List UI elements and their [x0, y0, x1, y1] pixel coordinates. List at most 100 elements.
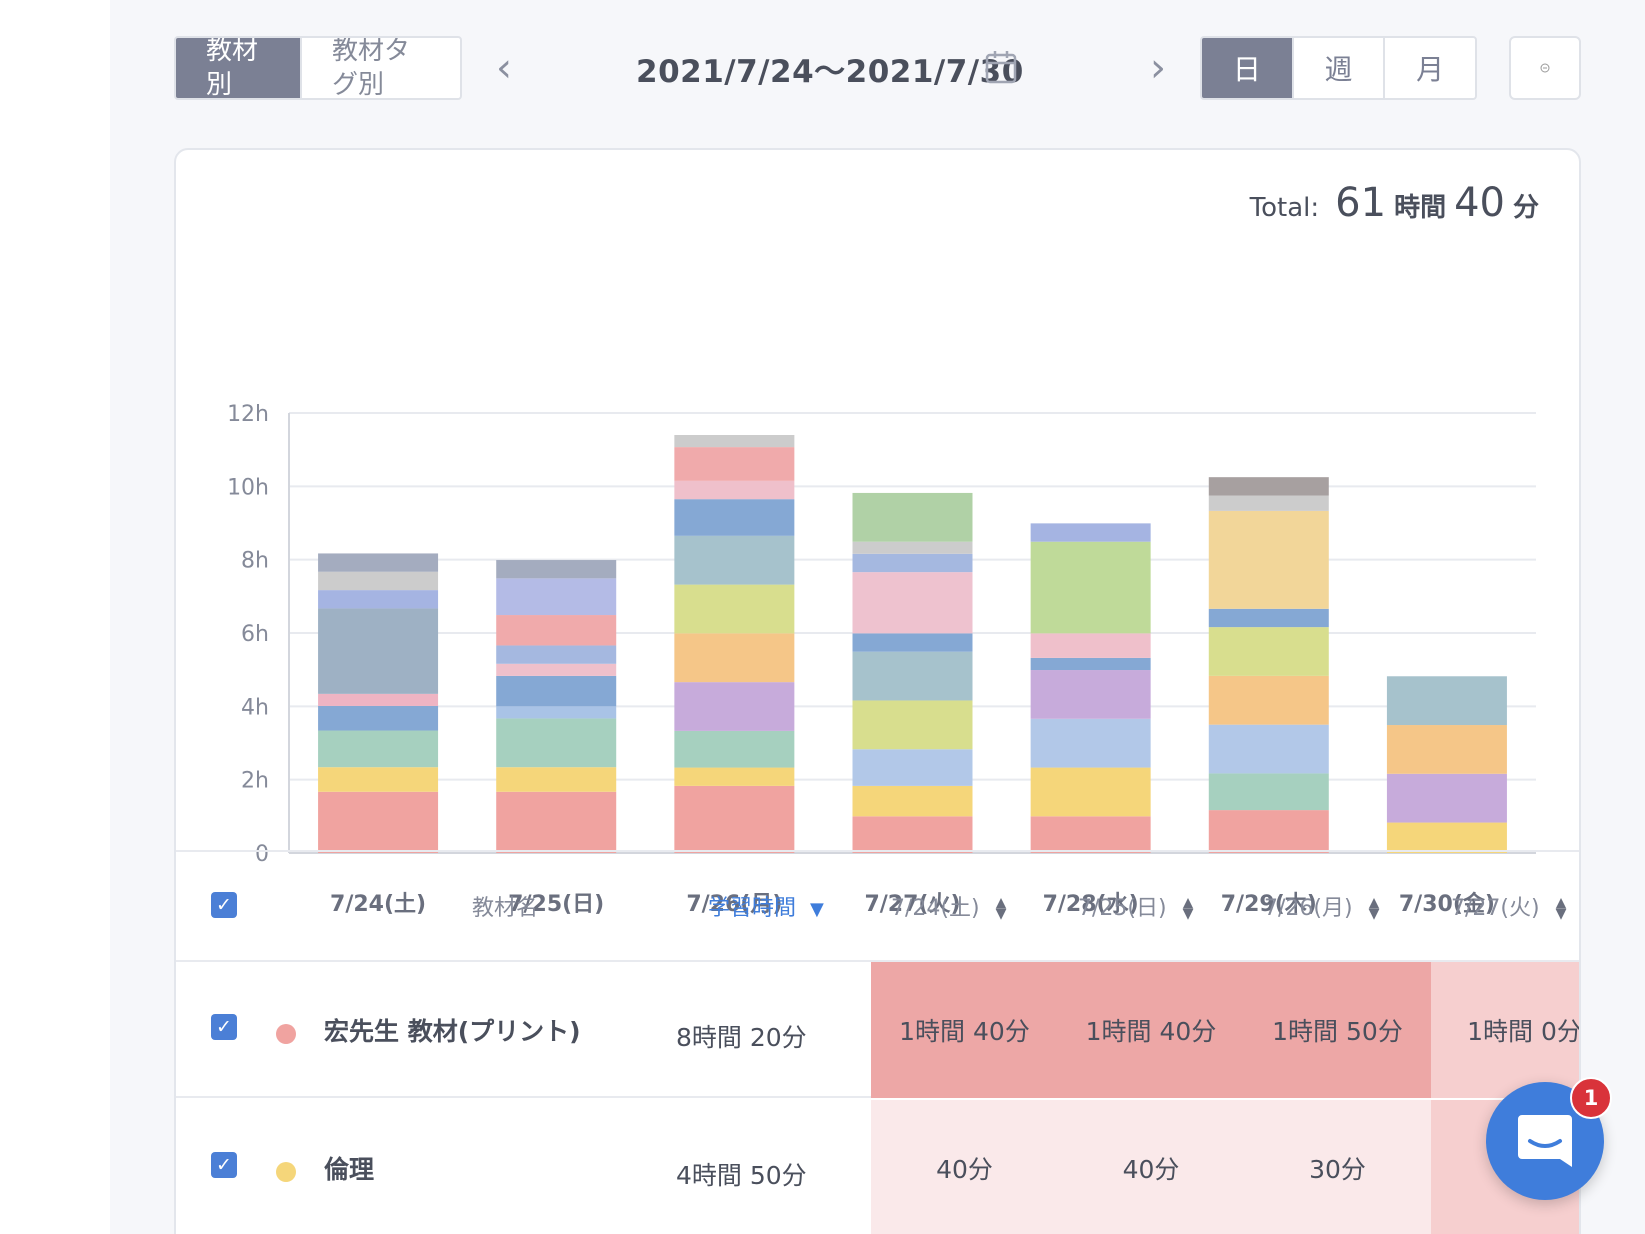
bar-segment[interactable]	[496, 706, 617, 719]
settings-button[interactable]	[1509, 36, 1581, 100]
bar-segment[interactable]	[496, 615, 617, 646]
select-all-checkbox[interactable]: ✓	[211, 892, 237, 918]
circle-minus-icon	[1540, 63, 1550, 73]
bar-segment[interactable]	[852, 749, 973, 786]
day-button[interactable]: 日	[1202, 38, 1292, 98]
y-tick-label: 6h	[241, 622, 269, 647]
bar-segment[interactable]	[1030, 523, 1151, 542]
bar-segment[interactable]	[674, 535, 795, 585]
bar-segment[interactable]	[318, 705, 439, 731]
bar-segment[interactable]	[318, 730, 439, 768]
bar-segment[interactable]	[852, 785, 973, 817]
bar-segment[interactable]	[1030, 541, 1151, 634]
bar-segment[interactable]	[496, 767, 617, 792]
bar-segment[interactable]	[318, 590, 439, 609]
bar-segment[interactable]	[852, 541, 973, 554]
bar-segment[interactable]	[496, 560, 617, 579]
calendar-icon[interactable]	[985, 50, 1017, 84]
bar-segment[interactable]	[1030, 767, 1151, 817]
bar-segment[interactable]	[496, 578, 617, 616]
view-toggle: 教材別 教材タグ別	[174, 36, 462, 100]
bar-segment[interactable]	[496, 718, 617, 768]
header-day-3[interactable]: 7/26(月) ▲ ▼	[1264, 895, 1380, 922]
bar-segment[interactable]	[674, 499, 795, 536]
bar-segment[interactable]	[852, 553, 973, 573]
bar-segment[interactable]	[1030, 670, 1151, 719]
prev-period-button[interactable]: ‹	[496, 45, 512, 91]
x-tick-label: 7/29(木)	[1221, 892, 1317, 917]
total-summary: Total: 61 時間 40 分	[1250, 180, 1539, 226]
bar-segment[interactable]	[1208, 495, 1329, 511]
bar-segment[interactable]	[1386, 773, 1507, 823]
by-material-button[interactable]: 教材別	[176, 38, 300, 98]
table-row: 40分 40分 30分 3 ✓ 倫理 4時間 50分	[176, 1100, 1579, 1234]
bar-segment[interactable]	[1208, 627, 1329, 676]
row-checkbox[interactable]: ✓	[211, 1152, 237, 1178]
bar-segment[interactable]	[674, 584, 795, 634]
row-checkbox[interactable]: ✓	[211, 1014, 237, 1040]
header-day-4[interactable]: 7/27(火) ▲ ▼	[1451, 895, 1567, 922]
bar-segment[interactable]	[674, 633, 795, 683]
bar-segment[interactable]	[852, 572, 973, 634]
bar-segment[interactable]	[852, 492, 973, 542]
bar-segment[interactable]	[1208, 675, 1329, 725]
bar-segment[interactable]	[496, 675, 617, 707]
next-period-button[interactable]: ›	[1150, 45, 1166, 91]
table-header: ✓ 教材名 学習時間 ▼ 7/24(土) ▲ ▼ 7/25(日) ▲ ▼ 7/26(月) ▲…	[176, 852, 1579, 962]
bar-segment[interactable]	[1208, 510, 1329, 609]
row-cell: 1時間 40分	[871, 962, 1058, 1098]
bar-segment[interactable]	[1030, 657, 1151, 671]
bar-segment[interactable]	[674, 767, 795, 786]
header-day-2[interactable]: 7/25(日) ▲ ▼	[1078, 895, 1194, 922]
week-button[interactable]: 週	[1291, 38, 1384, 98]
y-tick-label: 8h	[241, 549, 269, 574]
table-row: 1時間 40分 1時間 40分 1時間 50分 1時間 0分 ✓ 宏先生 教材(…	[176, 962, 1579, 1098]
bar-segment[interactable]	[318, 608, 439, 694]
x-tick-label: 7/30(金)	[1399, 891, 1495, 917]
material-total: 4時間 50分	[676, 1161, 807, 1190]
total-minutes-unit: 分	[1512, 193, 1539, 223]
bar-segment[interactable]	[496, 645, 617, 664]
month-button[interactable]: 月	[1383, 38, 1475, 98]
bar-segment[interactable]	[852, 633, 973, 652]
bar-segment[interactable]	[318, 693, 439, 706]
bar-segment[interactable]	[674, 480, 795, 500]
bar-segment[interactable]	[318, 553, 439, 572]
bar-segment[interactable]	[1386, 676, 1507, 726]
bar-segment[interactable]	[852, 651, 973, 701]
bar-segment[interactable]	[1208, 608, 1329, 628]
period-toggle: 日 週 月	[1200, 36, 1477, 100]
material-name[interactable]: 宏先生 教材(プリント)	[324, 1017, 581, 1046]
bar-segment[interactable]	[1030, 816, 1151, 853]
bar-segment[interactable]	[1208, 810, 1329, 853]
total-minutes: 40	[1454, 180, 1505, 226]
bar-segment[interactable]	[1208, 477, 1329, 496]
bar-segment[interactable]	[496, 663, 617, 676]
sort-desc-icon: ▼	[810, 899, 824, 920]
bar-segment[interactable]	[674, 435, 795, 448]
bar-segment[interactable]	[318, 767, 439, 792]
bar-segment[interactable]	[852, 816, 973, 853]
bar-segment[interactable]	[852, 700, 973, 750]
y-tick-label: 2h	[241, 769, 269, 794]
sort-toggle-icon: ▲ ▼	[995, 895, 1007, 922]
bar-segment[interactable]	[1208, 724, 1329, 774]
header-study-time[interactable]: 学習時間 ▼	[708, 896, 824, 921]
x-tick-label: 7/25(日)	[508, 892, 604, 917]
bar-segment[interactable]	[674, 730, 795, 768]
bar-segment[interactable]	[1386, 725, 1507, 774]
bar-segment[interactable]	[674, 785, 795, 853]
header-material-name[interactable]: 教材名	[472, 896, 539, 921]
material-name[interactable]: 倫理	[324, 1155, 375, 1184]
bar-segment[interactable]	[318, 571, 439, 591]
header-day-1[interactable]: 7/24(土) ▲ ▼	[891, 895, 1007, 922]
bar-segment[interactable]	[318, 791, 439, 853]
bar-segment[interactable]	[496, 791, 617, 853]
bar-segment[interactable]	[1030, 718, 1151, 768]
by-tag-button[interactable]: 教材タグ別	[300, 38, 460, 98]
bar-segment[interactable]	[1030, 633, 1151, 658]
bar-segment[interactable]	[674, 447, 795, 481]
bar-segment[interactable]	[1208, 773, 1329, 811]
bar-segment[interactable]	[1386, 822, 1507, 853]
bar-segment[interactable]	[674, 682, 795, 731]
